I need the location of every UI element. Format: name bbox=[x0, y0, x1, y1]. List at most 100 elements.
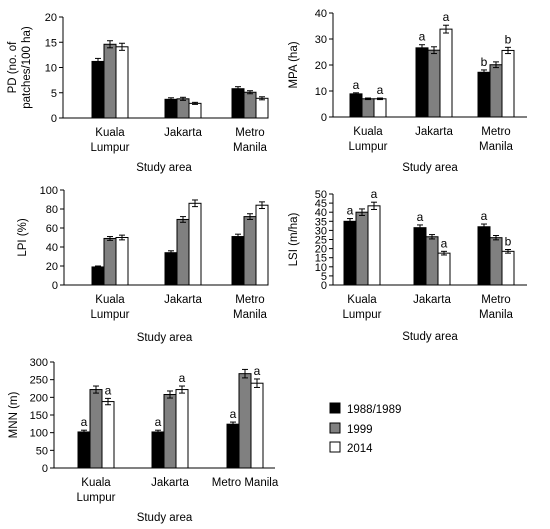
lsi-y-tick-label: 20 bbox=[315, 244, 327, 256]
mpa-bar-kuala-lumpur-2014 bbox=[373, 98, 387, 118]
lsi-bar-metro-manila-2014 bbox=[501, 250, 515, 286]
pd-bar-jakarta-1999 bbox=[176, 98, 190, 119]
mnn-bar-metro-manila-2014 bbox=[250, 382, 264, 469]
mnn-significance-label: a bbox=[179, 371, 186, 385]
mnn-y-tick-label: 50 bbox=[36, 445, 48, 457]
lsi-y-tick-label: 30 bbox=[315, 225, 327, 237]
mnn-bar-jakarta-1999 bbox=[163, 394, 177, 469]
lsi-significance-label: a bbox=[441, 236, 448, 250]
lsi-y-tick-label: 25 bbox=[315, 235, 327, 247]
legend-label-1999: 1999 bbox=[347, 424, 373, 436]
pd-bar-kuala-lumpur-1999 bbox=[103, 43, 117, 119]
lpi-category-label-metro-manila: Manila bbox=[233, 309, 267, 321]
pd-bar-metro-manila-2014 bbox=[255, 97, 269, 119]
mnn-chart: 0 50 100 150 200 250 300 MNN (m) a a Kuala Lumpur a a… bbox=[8, 357, 279, 524]
pd-y-tick-label: 5 bbox=[51, 88, 57, 100]
mnn-bar-kuala-lumpur-1999 bbox=[89, 389, 103, 469]
mpa-significance-label: a bbox=[443, 10, 450, 24]
mnn-category-label-kuala-lumpur: Kuala bbox=[81, 477, 111, 489]
lsi-significance-label: a bbox=[481, 209, 488, 223]
lsi-category-label-metro-manila: Manila bbox=[479, 309, 513, 321]
legend-swatch-1999 bbox=[329, 422, 341, 434]
legend-swatch-1988-1989 bbox=[329, 402, 341, 414]
pd-bar-jakarta-2014 bbox=[188, 102, 202, 119]
lpi-y-tick-label: 80 bbox=[46, 204, 58, 216]
pd-y-tick-label: 20 bbox=[45, 12, 57, 24]
mpa-y-tick-label: 0 bbox=[321, 112, 327, 124]
mpa-y-tick-label: 40 bbox=[315, 8, 327, 20]
mpa-x-axis-title: Study area bbox=[402, 162, 458, 174]
pd-category-label-kuala-lumpur: Kuala bbox=[95, 127, 125, 139]
mpa-significance-label: a bbox=[377, 83, 384, 97]
legend: 1988/1989 1999 2014 bbox=[329, 402, 401, 455]
pd-bar-kuala-lumpur-2014 bbox=[115, 46, 129, 119]
mnn-bar-metro-manila-1988-1989 bbox=[226, 423, 240, 469]
mnn-significance-label: a bbox=[254, 364, 261, 378]
lsi-significance-label: a bbox=[417, 210, 424, 224]
mpa-category-label-jakarta: Jakarta bbox=[415, 126, 453, 138]
lpi-bar-jakarta-1999 bbox=[176, 218, 190, 286]
lsi-bar-jakarta-1988-1989 bbox=[413, 227, 427, 286]
mpa-y-tick-label: 20 bbox=[315, 60, 327, 72]
lpi-bar-jakarta-2014 bbox=[188, 202, 202, 286]
lsi-y-tick-label: 5 bbox=[321, 271, 327, 283]
lsi-x-axis-title: Study area bbox=[402, 331, 458, 343]
lpi-y-tick-label: 100 bbox=[40, 185, 58, 197]
lpi-bar-metro-manila-1999 bbox=[243, 216, 257, 286]
mnn-bar-kuala-lumpur-1988-1989 bbox=[77, 431, 91, 469]
mpa-category-label-metro-manila: Metro bbox=[481, 126, 510, 138]
pd-bar-kuala-lumpur-1988-1989 bbox=[91, 60, 105, 119]
lpi-bar-kuala-lumpur-1988-1989 bbox=[91, 266, 105, 286]
lpi-category-label-kuala-lumpur: Kuala bbox=[95, 294, 125, 306]
pd-y-tick-label: 10 bbox=[45, 63, 57, 75]
lpi-y-axis-title: LPI (%) bbox=[17, 218, 29, 257]
lsi-bar-metro-manila-1999 bbox=[489, 237, 503, 286]
mnn-x-axis-title: Study area bbox=[137, 512, 193, 524]
mpa-significance-label: a bbox=[419, 30, 426, 44]
mnn-bar-jakarta-2014 bbox=[175, 389, 189, 469]
pd-category-label-metro-manila: Metro bbox=[235, 127, 264, 139]
lsi-category-label-kuala-lumpur: Lumpur bbox=[343, 309, 382, 321]
lsi-y-tick-label: 50 bbox=[315, 189, 327, 201]
pd-bar-metro-manila-1999 bbox=[243, 91, 257, 119]
mnn-category-label-jakarta: Jakarta bbox=[151, 477, 189, 489]
lpi-category-label-jakarta: Jakarta bbox=[164, 294, 202, 306]
mpa-bar-jakarta-2014 bbox=[439, 28, 453, 118]
mnn-bar-jakarta-1988-1989 bbox=[151, 431, 165, 469]
mpa-significance-label: b bbox=[481, 55, 488, 69]
mnn-significance-label: a bbox=[155, 415, 162, 429]
mnn-bar-kuala-lumpur-2014 bbox=[101, 401, 115, 469]
lsi-bar-kuala-lumpur-2014 bbox=[367, 205, 381, 286]
lpi-bar-jakarta-1988-1989 bbox=[164, 252, 178, 286]
mnn-bar-metro-manila-1999 bbox=[238, 373, 252, 469]
lpi-bar-kuala-lumpur-1999 bbox=[103, 237, 117, 286]
lpi-x-axis-title: Study area bbox=[137, 332, 193, 344]
lsi-significance-label: a bbox=[371, 187, 378, 201]
mnn-category-label-metro-manila: Metro Manila bbox=[212, 477, 279, 489]
pd-category-label-jakarta: Jakarta bbox=[164, 127, 202, 139]
pd-y-tick-label: 15 bbox=[45, 37, 57, 49]
mpa-category-label-metro-manila: Manila bbox=[479, 141, 513, 153]
pd-category-label-metro-manila: Manila bbox=[233, 142, 267, 154]
mpa-y-tick-label: 10 bbox=[315, 86, 327, 98]
mnn-y-tick-label: 250 bbox=[30, 375, 48, 387]
lsi-y-tick-label: 40 bbox=[315, 207, 327, 219]
pd-chart: 0 5 10 15 20 PD (no. of patches/100 ha) Kuala Lu… bbox=[7, 12, 269, 174]
mpa-bar-kuala-lumpur-1988-1989 bbox=[349, 93, 363, 118]
mpa-bar-jakarta-1999 bbox=[427, 49, 441, 118]
lpi-y-tick-label: 20 bbox=[46, 261, 58, 273]
mpa-y-tick-label: 30 bbox=[315, 34, 327, 46]
lsi-bar-metro-manila-1988-1989 bbox=[477, 226, 491, 286]
mpa-significance-label: a bbox=[353, 78, 360, 92]
mnn-y-tick-label: 100 bbox=[30, 428, 48, 440]
pd-bar-jakarta-1988-1989 bbox=[164, 98, 178, 119]
lpi-chart: 0 20 40 60 80 100 LPI (%) Kuala Lumpur Jakarta Met… bbox=[17, 185, 269, 344]
pd-x-axis-title: Study area bbox=[136, 162, 192, 174]
lsi-bar-jakarta-2014 bbox=[437, 252, 451, 286]
lpi-bar-metro-manila-1988-1989 bbox=[231, 236, 245, 286]
lsi-significance-label: b bbox=[505, 235, 512, 249]
mpa-category-label-kuala-lumpur: Kuala bbox=[353, 126, 383, 138]
mnn-category-label-kuala-lumpur: Lumpur bbox=[77, 492, 116, 504]
mnn-y-tick-label: 0 bbox=[42, 463, 48, 475]
mpa-bar-kuala-lumpur-1999 bbox=[361, 98, 375, 118]
